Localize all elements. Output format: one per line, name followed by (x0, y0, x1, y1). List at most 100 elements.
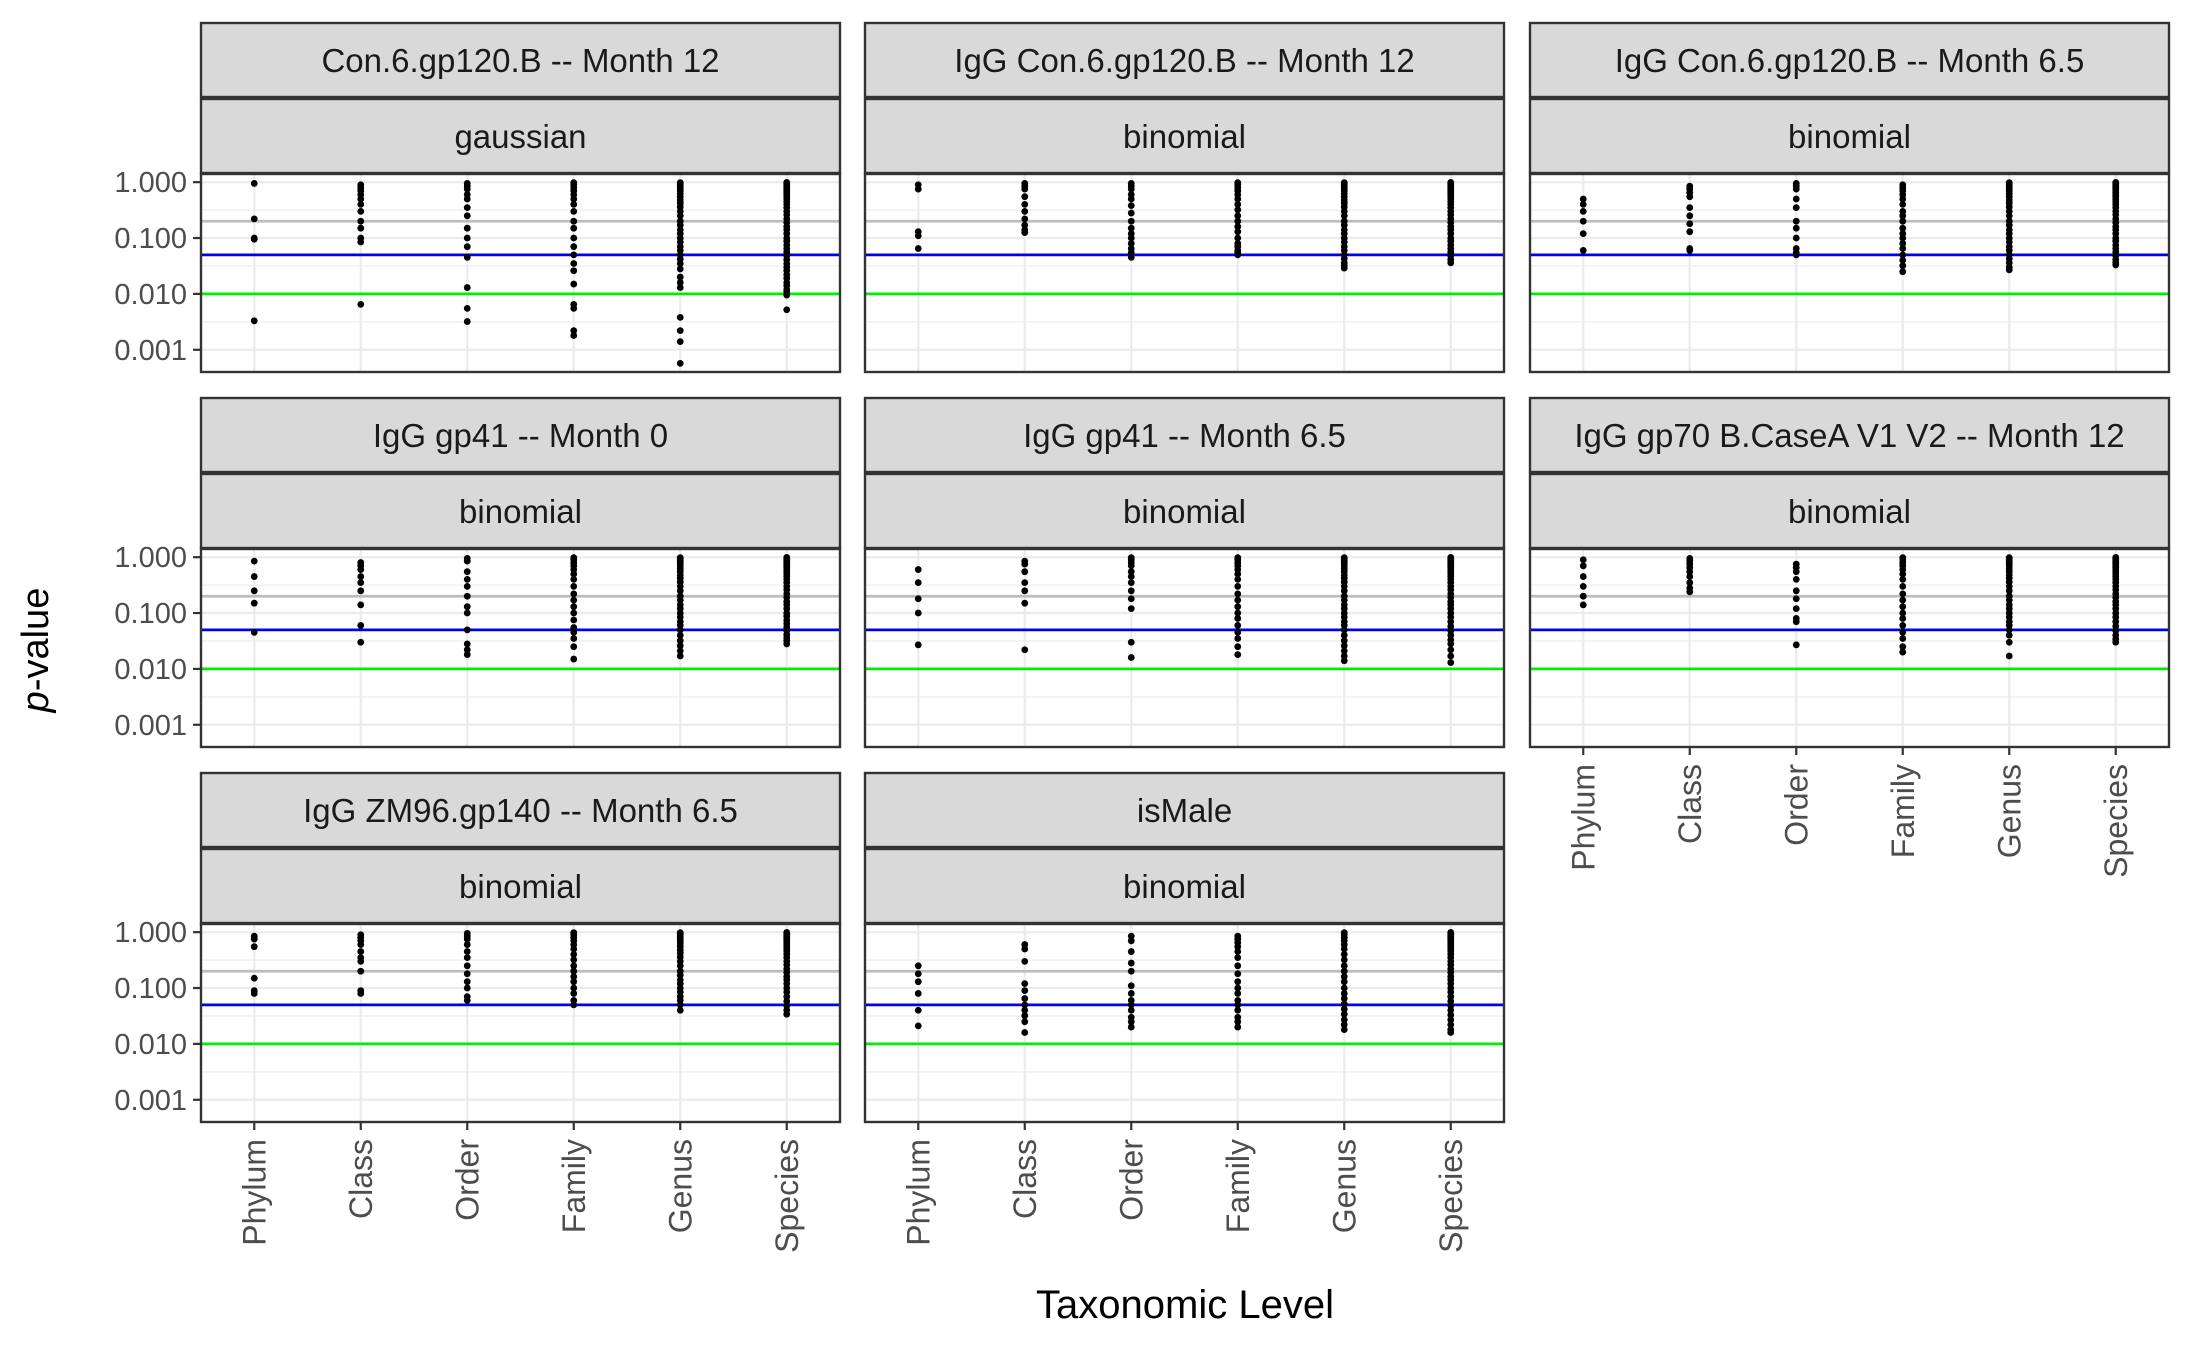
data-point (1021, 957, 1029, 965)
data-point (2005, 587, 2013, 595)
data-point (1792, 224, 1800, 232)
data-point (1686, 573, 1694, 580)
data-point (570, 332, 578, 339)
data-point (1234, 195, 1242, 203)
data-point (1340, 587, 1348, 595)
data-point (676, 652, 684, 660)
data-point (914, 1022, 922, 1030)
data-point (570, 984, 578, 992)
data-point (914, 245, 922, 252)
x-tick-label: Genus (1326, 1139, 1362, 1233)
strip-top-bg (199, 21, 842, 99)
data-point (1792, 185, 1800, 193)
data-point (1340, 631, 1348, 639)
data-point (463, 582, 471, 590)
data-point (357, 573, 365, 580)
data-point (357, 967, 365, 975)
data-point (1792, 568, 1800, 576)
strip-bottom-label: binomial (1123, 493, 1246, 530)
data-point (1127, 209, 1135, 217)
data-point (914, 1006, 922, 1014)
data-point (250, 587, 258, 595)
data-point (1021, 207, 1029, 215)
data-point (250, 573, 258, 580)
data-point (1127, 249, 1135, 256)
data-point (676, 587, 684, 595)
data-point (463, 224, 471, 232)
data-point (357, 200, 365, 208)
data-point (1579, 573, 1587, 580)
data-point (676, 637, 684, 645)
x-tick-label: Phylum (900, 1139, 936, 1246)
data-point (2005, 638, 2013, 646)
x-tick-label: Family (1220, 1139, 1256, 1233)
data-point (2005, 212, 2013, 220)
panel-2: IgG Con.6.gp120.B -- Month 12 binomial (863, 21, 1506, 374)
data-point (463, 243, 471, 251)
panel-8: isMale binomial Phylum Class Order Family Genu… (863, 771, 1506, 1253)
data-point (1340, 1010, 1348, 1018)
data-point (1792, 575, 1800, 583)
data-point (1899, 195, 1907, 203)
data-point (1127, 185, 1135, 193)
strip-bottom-label: binomial (1788, 118, 1911, 155)
data-point (463, 592, 471, 600)
data-point (1234, 1001, 1242, 1009)
data-point (1234, 609, 1242, 617)
data-point (463, 305, 471, 312)
panel-border (199, 547, 842, 749)
data-point (1899, 240, 1907, 247)
data-point (570, 956, 578, 964)
strip-top-label: Con.6.gp120.B -- Month 12 (321, 42, 719, 79)
data-point (570, 575, 578, 583)
strip-top-bg (1528, 21, 2171, 99)
data-point (1899, 256, 1907, 264)
data-point (783, 1010, 791, 1018)
strip-top-label: IgG gp41 -- Month 0 (373, 417, 668, 454)
data-point (2112, 638, 2120, 646)
data-point (1021, 1018, 1029, 1026)
data-point (357, 566, 365, 573)
data-point (1579, 195, 1587, 203)
data-point (1127, 1001, 1135, 1009)
data-point (1021, 980, 1029, 988)
data-point (1899, 622, 1907, 629)
panel-border (1528, 172, 2171, 374)
data-point (1234, 1006, 1242, 1014)
data-point (676, 327, 684, 335)
data-point (1234, 615, 1242, 622)
data-point (463, 646, 471, 654)
panel-6: IgG gp70 B.CaseA V1 V2 -- Month 12 binomi… (1528, 396, 2171, 878)
data-point (250, 215, 258, 223)
data-point (783, 988, 791, 996)
x-tick-label: Family (1885, 764, 1921, 858)
data-point (1127, 967, 1135, 975)
data-point (1447, 640, 1455, 648)
data-point (1579, 207, 1587, 215)
data-point (1579, 230, 1587, 238)
data-point (1021, 599, 1029, 607)
data-point (1899, 590, 1907, 598)
y-tick-label: 0.010 (114, 1029, 187, 1061)
data-point (1579, 556, 1587, 564)
data-point (463, 984, 471, 992)
data-point (1686, 220, 1694, 228)
data-point (250, 943, 258, 951)
data-point (676, 265, 684, 273)
data-point (1127, 605, 1135, 613)
data-point (1579, 217, 1587, 225)
plot-area (201, 924, 840, 1122)
strip-bottom-label: binomial (1788, 493, 1911, 530)
data-point (1579, 562, 1587, 570)
data-point (570, 280, 578, 288)
data-point (1340, 238, 1348, 246)
data-point (1340, 221, 1348, 229)
data-point (1340, 973, 1348, 981)
y-tick-label: 0.100 (114, 973, 187, 1005)
data-point (1234, 217, 1242, 225)
strip-top-bg (199, 771, 842, 849)
data-point (463, 234, 471, 242)
data-point (570, 195, 578, 203)
data-point (1899, 575, 1907, 583)
data-point (1021, 579, 1029, 587)
